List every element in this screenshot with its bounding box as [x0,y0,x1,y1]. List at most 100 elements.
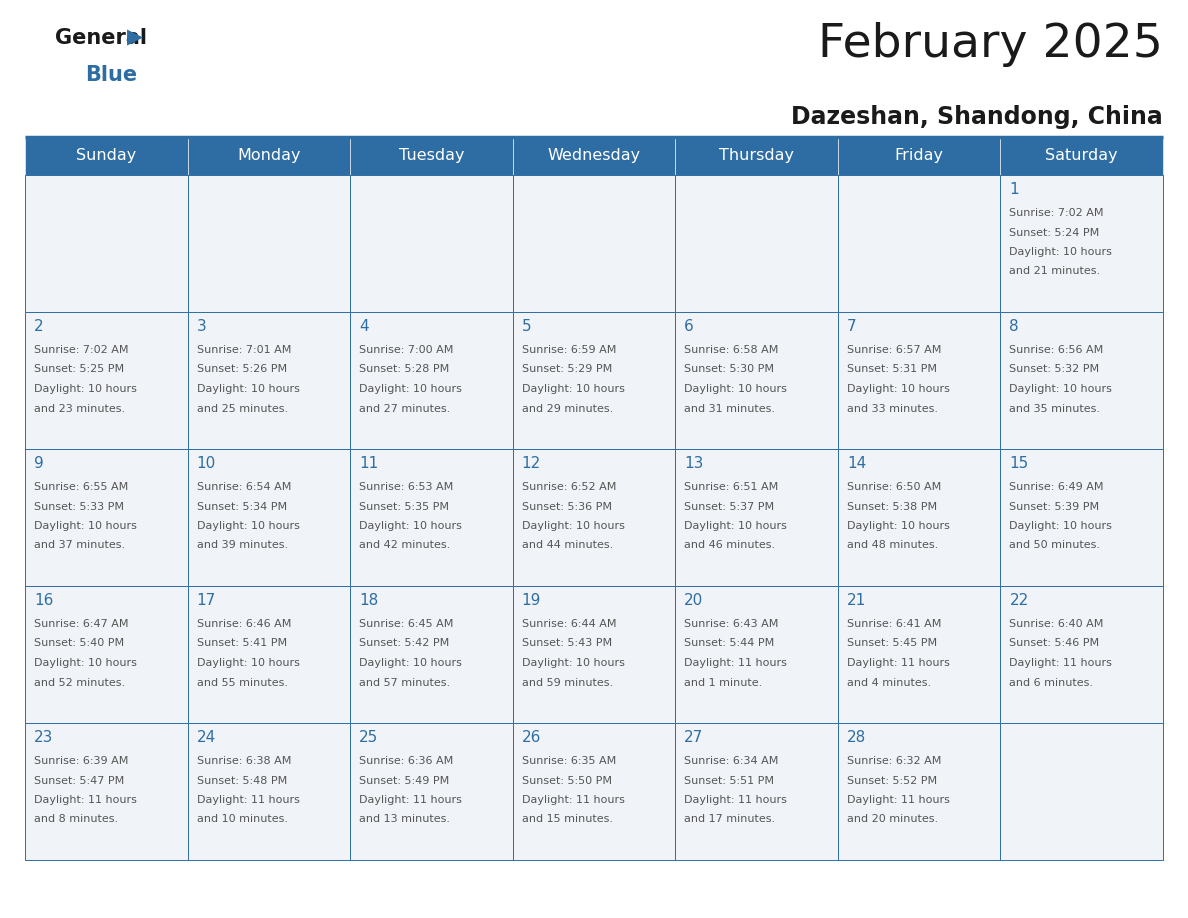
Text: Dazeshan, Shandong, China: Dazeshan, Shandong, China [791,105,1163,129]
Text: Sunset: 5:42 PM: Sunset: 5:42 PM [359,639,449,648]
Text: Daylight: 11 hours: Daylight: 11 hours [847,658,949,668]
Bar [513,449,675,586]
Text: Sunrise: 7:02 AM: Sunrise: 7:02 AM [34,345,128,355]
Bar [675,175,838,312]
Text: and 13 minutes.: and 13 minutes. [359,814,450,824]
Text: and 35 minutes.: and 35 minutes. [1010,404,1100,413]
Bar [188,586,350,723]
Text: Sunrise: 6:49 AM: Sunrise: 6:49 AM [1010,482,1104,492]
Bar [188,312,350,449]
Text: 25: 25 [359,730,379,745]
Bar [513,175,675,312]
Bar [350,586,513,723]
Text: Sunrise: 6:32 AM: Sunrise: 6:32 AM [847,756,941,766]
Bar [513,723,675,860]
Text: 3: 3 [196,319,207,334]
Text: Sunset: 5:26 PM: Sunset: 5:26 PM [196,364,286,375]
Text: Sunset: 5:37 PM: Sunset: 5:37 PM [684,501,775,511]
Text: 17: 17 [196,593,216,608]
Text: and 4 minutes.: and 4 minutes. [847,677,931,688]
Text: Daylight: 10 hours: Daylight: 10 hours [359,658,462,668]
Text: Sunrise: 6:45 AM: Sunrise: 6:45 AM [359,619,454,629]
Text: and 31 minutes.: and 31 minutes. [684,404,776,413]
Bar [1000,137,1163,175]
Text: ▶: ▶ [127,27,143,47]
Text: Sunrise: 6:39 AM: Sunrise: 6:39 AM [34,756,128,766]
Text: Sunrise: 6:55 AM: Sunrise: 6:55 AM [34,482,128,492]
Text: Sunrise: 7:01 AM: Sunrise: 7:01 AM [196,345,291,355]
Text: Sunset: 5:36 PM: Sunset: 5:36 PM [522,501,612,511]
Text: and 39 minutes.: and 39 minutes. [196,541,287,551]
Text: 19: 19 [522,593,541,608]
Bar [188,449,350,586]
Text: 24: 24 [196,730,216,745]
Bar [1000,449,1163,586]
Text: and 46 minutes.: and 46 minutes. [684,541,776,551]
Text: Sunrise: 6:38 AM: Sunrise: 6:38 AM [196,756,291,766]
Text: Sunset: 5:47 PM: Sunset: 5:47 PM [34,776,125,786]
Text: Sunrise: 6:35 AM: Sunrise: 6:35 AM [522,756,615,766]
Text: Sunrise: 6:44 AM: Sunrise: 6:44 AM [522,619,617,629]
Text: Monday: Monday [238,149,301,163]
Text: and 52 minutes.: and 52 minutes. [34,677,125,688]
Text: Tuesday: Tuesday [399,149,465,163]
Text: Daylight: 11 hours: Daylight: 11 hours [196,795,299,805]
Text: and 57 minutes.: and 57 minutes. [359,677,450,688]
Text: Daylight: 10 hours: Daylight: 10 hours [196,384,299,394]
Text: Sunset: 5:25 PM: Sunset: 5:25 PM [34,364,124,375]
Bar [25,723,188,860]
Text: Sunset: 5:30 PM: Sunset: 5:30 PM [684,364,775,375]
Text: Sunset: 5:28 PM: Sunset: 5:28 PM [359,364,449,375]
Text: 22: 22 [1010,593,1029,608]
Text: 2: 2 [34,319,44,334]
Text: 7: 7 [847,319,857,334]
Text: Daylight: 11 hours: Daylight: 11 hours [34,795,137,805]
Text: Daylight: 11 hours: Daylight: 11 hours [1010,658,1112,668]
Text: February 2025: February 2025 [819,22,1163,67]
Text: Daylight: 10 hours: Daylight: 10 hours [522,521,625,531]
Text: Sunset: 5:33 PM: Sunset: 5:33 PM [34,501,124,511]
Text: Sunrise: 6:51 AM: Sunrise: 6:51 AM [684,482,778,492]
Text: Daylight: 10 hours: Daylight: 10 hours [359,384,462,394]
Text: and 21 minutes.: and 21 minutes. [1010,266,1100,276]
Text: and 1 minute.: and 1 minute. [684,677,763,688]
Text: Sunday: Sunday [76,149,137,163]
Text: Daylight: 10 hours: Daylight: 10 hours [522,384,625,394]
Bar [838,449,1000,586]
Text: Daylight: 11 hours: Daylight: 11 hours [359,795,462,805]
Bar [513,312,675,449]
Text: Daylight: 10 hours: Daylight: 10 hours [847,521,949,531]
Text: and 59 minutes.: and 59 minutes. [522,677,613,688]
Text: 27: 27 [684,730,703,745]
Text: and 6 minutes.: and 6 minutes. [1010,677,1093,688]
Text: and 48 minutes.: and 48 minutes. [847,541,939,551]
Text: Daylight: 10 hours: Daylight: 10 hours [34,658,137,668]
Text: Sunset: 5:24 PM: Sunset: 5:24 PM [1010,228,1100,238]
Bar [25,586,188,723]
Text: Daylight: 10 hours: Daylight: 10 hours [522,658,625,668]
Text: 16: 16 [34,593,53,608]
Text: Sunrise: 6:56 AM: Sunrise: 6:56 AM [1010,345,1104,355]
Text: Sunset: 5:44 PM: Sunset: 5:44 PM [684,639,775,648]
Text: and 25 minutes.: and 25 minutes. [196,404,287,413]
Bar [188,137,350,175]
Bar [25,137,188,175]
Text: 4: 4 [359,319,368,334]
Bar [838,723,1000,860]
Bar [513,137,675,175]
Text: Daylight: 11 hours: Daylight: 11 hours [522,795,625,805]
Text: and 50 minutes.: and 50 minutes. [1010,541,1100,551]
Text: Sunrise: 6:53 AM: Sunrise: 6:53 AM [359,482,454,492]
Bar [838,175,1000,312]
Text: Thursday: Thursday [719,149,794,163]
Text: Sunrise: 6:52 AM: Sunrise: 6:52 AM [522,482,617,492]
Text: Friday: Friday [895,149,943,163]
Bar [675,586,838,723]
Text: and 17 minutes.: and 17 minutes. [684,814,776,824]
Bar [350,312,513,449]
Bar [675,449,838,586]
Text: 10: 10 [196,456,216,471]
Text: and 10 minutes.: and 10 minutes. [196,814,287,824]
Text: Daylight: 10 hours: Daylight: 10 hours [1010,521,1112,531]
Text: Sunrise: 6:47 AM: Sunrise: 6:47 AM [34,619,128,629]
